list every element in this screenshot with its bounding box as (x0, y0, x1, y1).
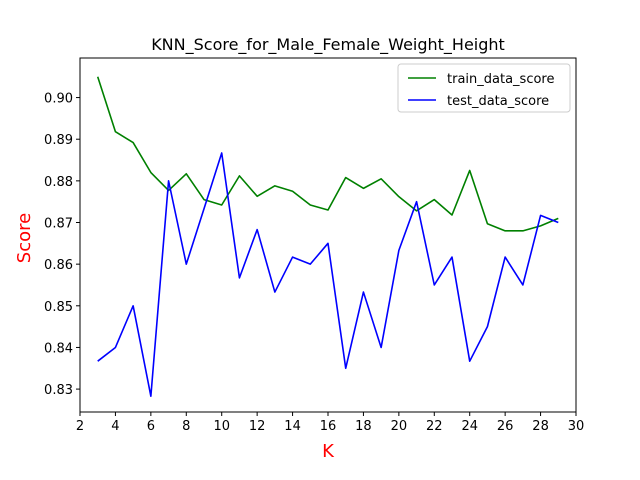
x-tick-label: 16 (320, 419, 337, 434)
legend-box (397, 63, 571, 113)
x-tick-label: 20 (391, 419, 408, 434)
x-tick-label: 22 (426, 419, 443, 434)
y-tick-label: 0.85 (44, 300, 73, 315)
x-tick-label: 12 (249, 419, 266, 434)
x-axis-label: K (322, 441, 335, 462)
x-tick-label: 14 (284, 419, 301, 434)
y-tick-label: 0.83 (44, 383, 73, 398)
series-line-test-data-score (97, 152, 559, 397)
y-tick-label: 0.88 (44, 175, 73, 190)
y-axis-label: Score (14, 213, 35, 263)
x-tick-label: 24 (461, 419, 478, 434)
x-tick-label: 30 (568, 419, 585, 434)
plot-area: 2 4 6 8 10 12 14 16 18 20 22 24 26 28 300.830.840.850.… (44, 57, 585, 434)
y-tick-label: 0.84 (44, 341, 73, 356)
x-tick-label: 26 (497, 419, 514, 434)
y-tick-label: 0.86 (44, 258, 73, 273)
x-tick-label: 4 (111, 419, 119, 434)
legend-label-test-data-score: test_data_score (447, 94, 549, 109)
x-tick-label: 18 (355, 419, 372, 434)
y-tick-label: 0.90 (44, 92, 73, 107)
series-line-train-data-score (96, 76, 559, 232)
y-tick-label: 0.87 (44, 217, 73, 232)
y-tick-label: 0.89 (44, 133, 73, 148)
x-tick-label: 8 (182, 419, 190, 434)
legend-label-train-data-score: train_data_score (447, 72, 554, 87)
x-tick-label: 10 (213, 419, 230, 434)
chart-legend: train_data_score test_data_score (397, 63, 571, 113)
chart-title: KNN_Score_for_Male_Female_Weight_Height (151, 35, 505, 55)
x-tick-label: 28 (532, 419, 549, 434)
x-tick-label: 6 (147, 419, 155, 434)
x-tick-label: 2 (76, 419, 84, 434)
